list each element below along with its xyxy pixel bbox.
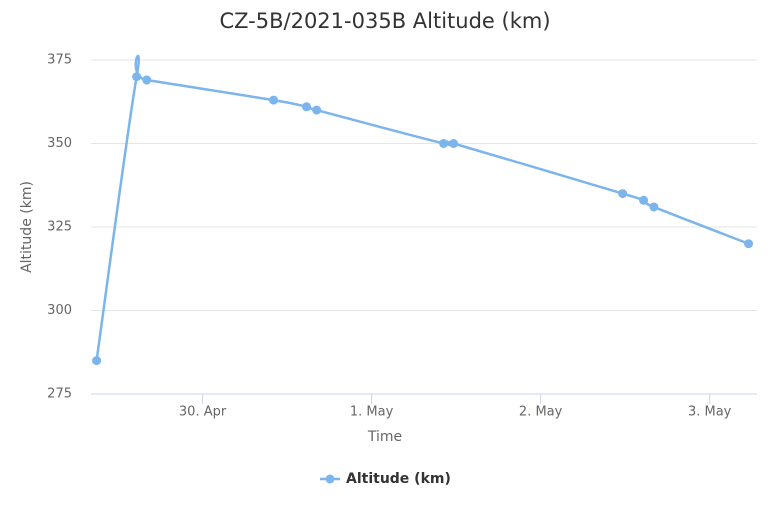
point [618,189,628,199]
y-tick-label: 325 [47,220,72,235]
point [439,139,449,148]
point [744,239,754,249]
y-axis-title: Altitude (km) [19,181,35,273]
point [649,202,659,212]
point [302,102,312,112]
x-tick-label: 1. May [350,405,394,420]
y-tick-label: 275 [47,387,72,402]
point [132,72,142,82]
x-tick-label: 30. Apr [179,405,227,420]
point [449,139,459,148]
y-tick-label: 350 [47,136,72,151]
x-axis-title: Time [367,429,402,445]
point [269,95,279,105]
point [142,75,152,85]
chart-title: CZ-5B/2021-035B Altitude (km) [219,9,550,33]
point [92,356,102,366]
legend-marker [325,474,335,484]
y-tick-label: 375 [47,53,72,68]
point [639,195,649,205]
y-tick-label: 300 [47,303,72,318]
x-tick-label: 3. May [688,405,732,420]
legend-label: Altitude (km) [346,471,451,487]
point [312,105,322,115]
x-tick-label: 2. May [519,405,563,420]
